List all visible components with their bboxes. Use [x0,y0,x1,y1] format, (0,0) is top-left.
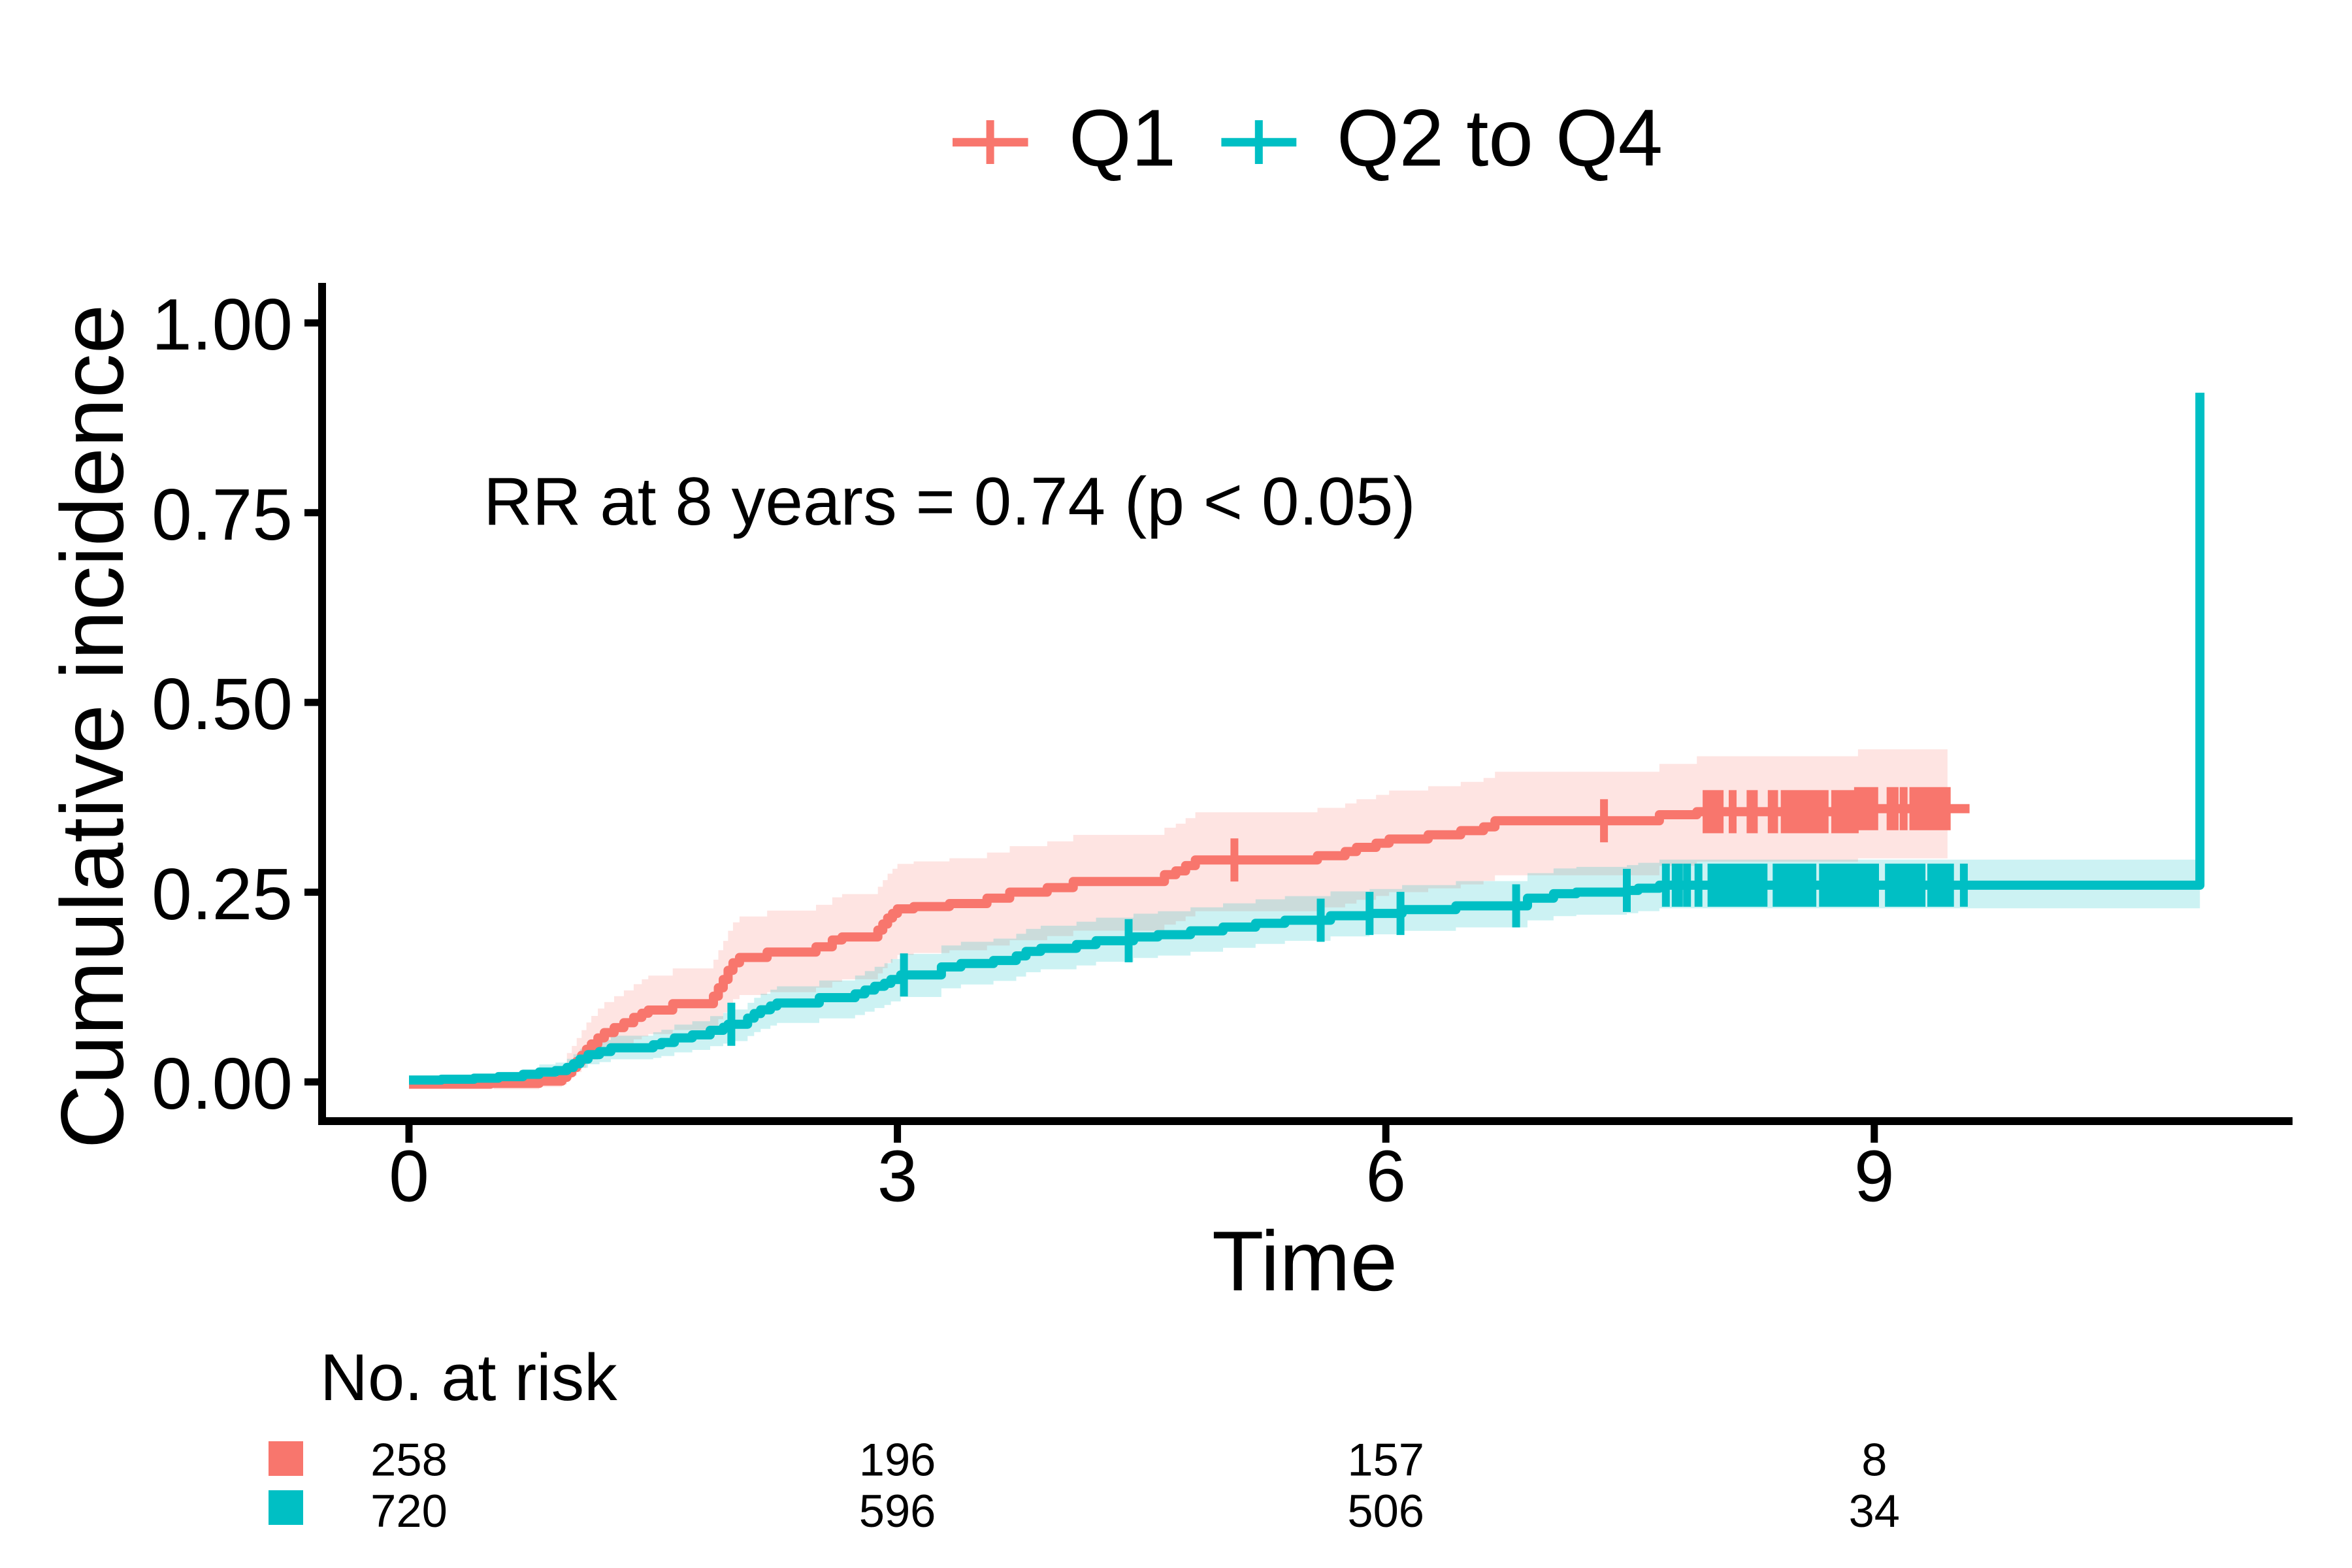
svg-text:Time: Time [1212,1213,1397,1309]
svg-text:6: 6 [1365,1136,1406,1217]
svg-text:8: 8 [1861,1434,1887,1486]
svg-text:0.75: 0.75 [152,474,293,555]
svg-text:0.25: 0.25 [152,854,293,935]
svg-text:196: 196 [859,1434,936,1486]
svg-text:0: 0 [389,1136,429,1217]
svg-text:596: 596 [859,1485,936,1537]
svg-text:9: 9 [1854,1136,1895,1217]
svg-text:720: 720 [370,1485,448,1537]
svg-text:Q2 to Q4: Q2 to Q4 [1337,94,1663,184]
svg-text:No. at risk: No. at risk [320,1341,617,1414]
svg-text:Cumulative incidence: Cumulative incidence [42,304,142,1149]
svg-text:1.00: 1.00 [152,284,293,365]
svg-text:Q1: Q1 [1069,94,1176,184]
svg-text:RR at 8 years = 0.74 (p < 0.05: RR at 8 years = 0.74 (p < 0.05) [483,463,1416,539]
svg-text:157: 157 [1347,1434,1424,1486]
svg-text:3: 3 [877,1136,918,1217]
svg-text:506: 506 [1347,1485,1424,1537]
svg-text:0.50: 0.50 [152,664,293,745]
svg-text:34: 34 [1849,1485,1900,1537]
svg-text:0.00: 0.00 [152,1043,293,1124]
svg-text:258: 258 [370,1434,448,1486]
